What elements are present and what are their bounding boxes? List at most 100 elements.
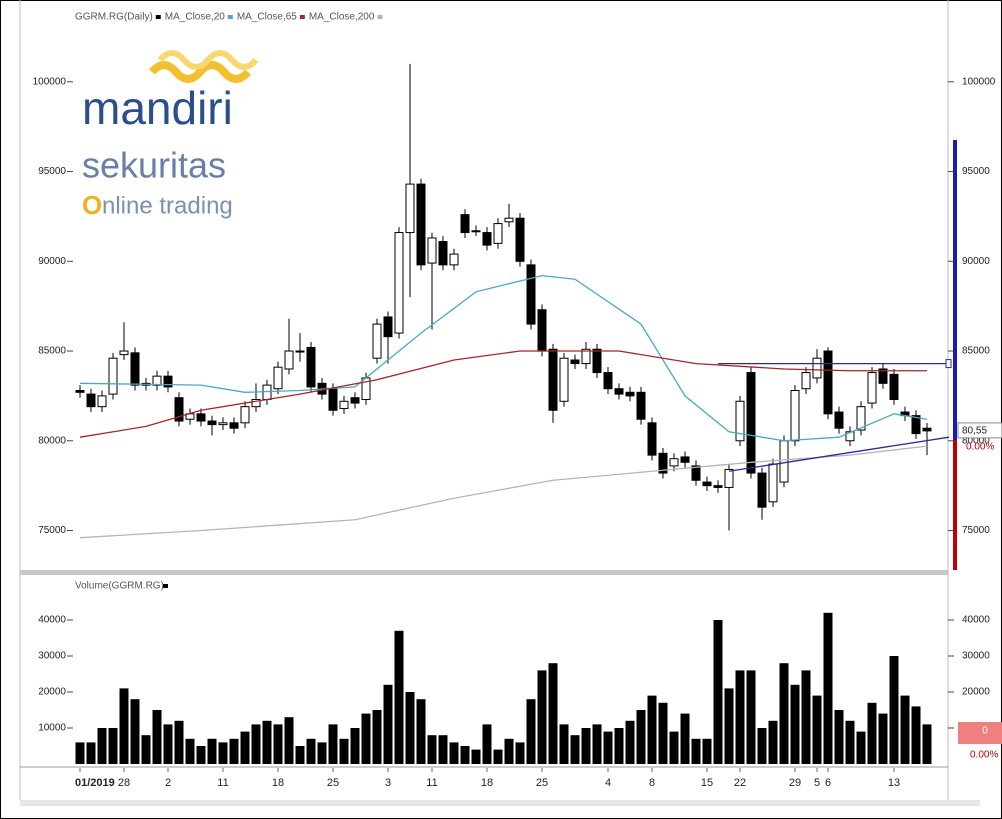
y-tick-label-right: 30000 bbox=[962, 651, 990, 662]
volume-bar bbox=[416, 699, 426, 764]
candle-body bbox=[273, 366, 283, 390]
y-tick-label: 90000 bbox=[38, 256, 66, 267]
candle-body bbox=[295, 350, 305, 353]
candle-body bbox=[834, 411, 844, 429]
legend-entry: MA_Close,20 bbox=[165, 12, 225, 23]
volume-bar bbox=[515, 742, 525, 764]
candle-body bbox=[570, 359, 580, 365]
volume-bar bbox=[581, 728, 591, 764]
candle-body bbox=[713, 485, 723, 488]
volume-bar bbox=[383, 684, 393, 764]
volume-bar bbox=[306, 738, 316, 764]
volume-bar bbox=[570, 735, 580, 764]
volume-bar bbox=[559, 724, 569, 764]
volume-bar bbox=[548, 663, 558, 764]
candle-body bbox=[383, 316, 393, 338]
candle-body bbox=[581, 348, 591, 365]
last-price-box bbox=[957, 422, 1002, 439]
volume-bar bbox=[361, 713, 371, 764]
volume-bar bbox=[471, 749, 481, 764]
candle-body bbox=[867, 372, 877, 404]
y-tick-label-right: 20000 bbox=[962, 687, 990, 698]
candle-body bbox=[515, 217, 525, 262]
candle-body bbox=[614, 388, 624, 395]
candle-body bbox=[768, 463, 778, 503]
scrollbar[interactable] bbox=[20, 800, 980, 806]
volume-bar bbox=[537, 670, 547, 764]
candle-body bbox=[724, 468, 734, 488]
volume-change: 0.00% bbox=[970, 750, 998, 761]
volume-bar bbox=[185, 738, 195, 764]
candle-body bbox=[416, 183, 426, 266]
volume-bar bbox=[801, 670, 811, 764]
candle-body bbox=[174, 397, 184, 422]
volume-bar bbox=[702, 738, 712, 764]
y-tick-label-right: 85000 bbox=[962, 346, 990, 357]
x-tick-label: 01/2019 bbox=[75, 777, 115, 789]
logo-initial: O bbox=[82, 190, 102, 220]
candle-body bbox=[240, 406, 250, 424]
volume-bar bbox=[119, 688, 129, 764]
volume-bar bbox=[350, 728, 360, 764]
candle-body bbox=[284, 350, 294, 370]
legend-swatch bbox=[163, 584, 168, 588]
y-tick-label: 20000 bbox=[38, 687, 66, 698]
y-tick-label: 85000 bbox=[38, 346, 66, 357]
range-bar-down bbox=[953, 440, 957, 570]
x-tick-label: 22 bbox=[734, 777, 746, 789]
volume-bar bbox=[339, 738, 349, 764]
candle-body bbox=[526, 264, 536, 325]
candle-body bbox=[97, 395, 107, 408]
candle-body bbox=[548, 348, 558, 411]
panel-title: Volume(GGRM.RG) bbox=[75, 581, 164, 592]
candle-body bbox=[504, 217, 514, 223]
logo-wave bbox=[148, 61, 252, 83]
volume-bar bbox=[482, 724, 492, 764]
volume-bar bbox=[625, 720, 635, 764]
candle-body bbox=[438, 241, 448, 266]
volume-bar bbox=[812, 695, 822, 764]
volume-bar bbox=[878, 713, 888, 764]
volume-bar bbox=[603, 731, 613, 764]
volume-bar bbox=[229, 738, 239, 764]
volume-bar bbox=[141, 735, 151, 764]
y-tick-label: 100000 bbox=[33, 76, 67, 87]
volume-bar bbox=[372, 710, 382, 764]
x-tick-label: 25 bbox=[536, 777, 548, 789]
volume-bar bbox=[317, 742, 327, 764]
volume-bar bbox=[86, 742, 96, 764]
volume-bar bbox=[823, 612, 833, 764]
volume-bar bbox=[834, 710, 844, 764]
candle-body bbox=[889, 373, 899, 400]
volume-bar bbox=[328, 724, 338, 764]
candle-body bbox=[559, 357, 569, 402]
candle-body bbox=[735, 400, 745, 442]
y-tick-label: 95000 bbox=[38, 166, 66, 177]
candle-body bbox=[405, 183, 415, 234]
y-tick-label: 40000 bbox=[38, 615, 66, 626]
volume-bar bbox=[240, 731, 250, 764]
logo-line: sekuritas bbox=[82, 145, 226, 186]
x-tick-label: 18 bbox=[481, 777, 493, 789]
candle-body bbox=[306, 346, 316, 388]
candle-body bbox=[339, 400, 349, 409]
x-tick-label: 13 bbox=[888, 777, 900, 789]
volume-bar bbox=[438, 735, 448, 764]
volume-bar bbox=[97, 728, 107, 764]
candle-body bbox=[537, 309, 547, 352]
candle-body bbox=[625, 391, 635, 397]
trend-line bbox=[728, 436, 950, 472]
candle-body bbox=[801, 372, 811, 390]
x-tick-label: 4 bbox=[605, 777, 611, 789]
volume-bar bbox=[889, 656, 899, 764]
volume-bar bbox=[493, 749, 503, 764]
candle-body bbox=[218, 422, 228, 426]
volume-bar bbox=[757, 728, 767, 764]
volume-bar bbox=[504, 738, 514, 764]
y-tick-label-right: 80000 bbox=[962, 435, 990, 446]
volume-bar bbox=[163, 724, 173, 764]
price-change: 0.00% bbox=[966, 442, 994, 453]
volume-bar bbox=[427, 735, 437, 764]
